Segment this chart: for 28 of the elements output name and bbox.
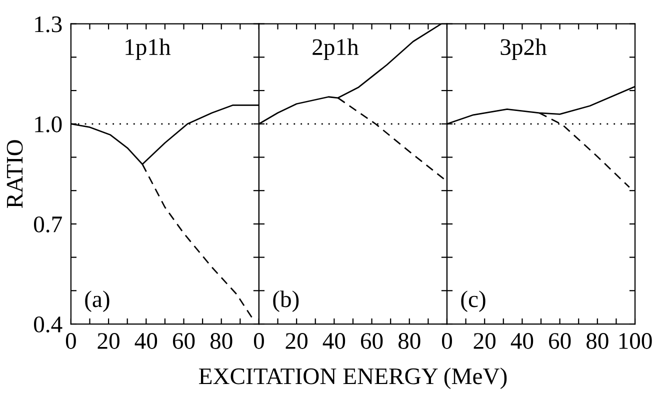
x-tick-label: 20 bbox=[98, 333, 120, 349]
x-tick-label: 40 bbox=[134, 333, 158, 349]
x-tick-label: 40 bbox=[322, 333, 346, 349]
x-tick-label: 0 bbox=[442, 333, 452, 349]
x-tick-label: 0 bbox=[66, 333, 76, 349]
annotation: 3p2h bbox=[500, 38, 547, 60]
y-tick-label: 1.0 bbox=[35, 116, 62, 132]
x-tick-label: 80 bbox=[586, 333, 608, 349]
x-tick-label: 80 bbox=[210, 333, 232, 349]
x-tick-label: 60 bbox=[172, 333, 195, 349]
x-tick-label: 40 bbox=[510, 333, 534, 349]
x-tick-label: 100 bbox=[619, 333, 652, 349]
annotation: (b) bbox=[273, 290, 299, 312]
y-tick-label: 1.3 bbox=[35, 16, 62, 32]
x-tick-label: 60 bbox=[549, 333, 571, 349]
x-tick-label: 60 bbox=[360, 333, 383, 349]
x-tick-label: 80 bbox=[398, 333, 420, 349]
annotation: 1p1h bbox=[126, 38, 170, 60]
annotation: (a) bbox=[85, 290, 110, 312]
x-tick-label: 20 bbox=[286, 333, 308, 349]
annotation: (c) bbox=[461, 290, 486, 312]
x-tick-label: 20 bbox=[474, 333, 496, 349]
y-axis-title: RATIO bbox=[6, 140, 23, 208]
y-tick-label: 0.7 bbox=[34, 216, 62, 232]
y-tick-label: 0.4 bbox=[34, 316, 62, 333]
x-tick-label: 0 bbox=[254, 333, 264, 349]
x-axis-title: EXCITATION ENERGY (MeV) bbox=[198, 368, 507, 390]
annotation: 2p1h bbox=[312, 38, 359, 60]
